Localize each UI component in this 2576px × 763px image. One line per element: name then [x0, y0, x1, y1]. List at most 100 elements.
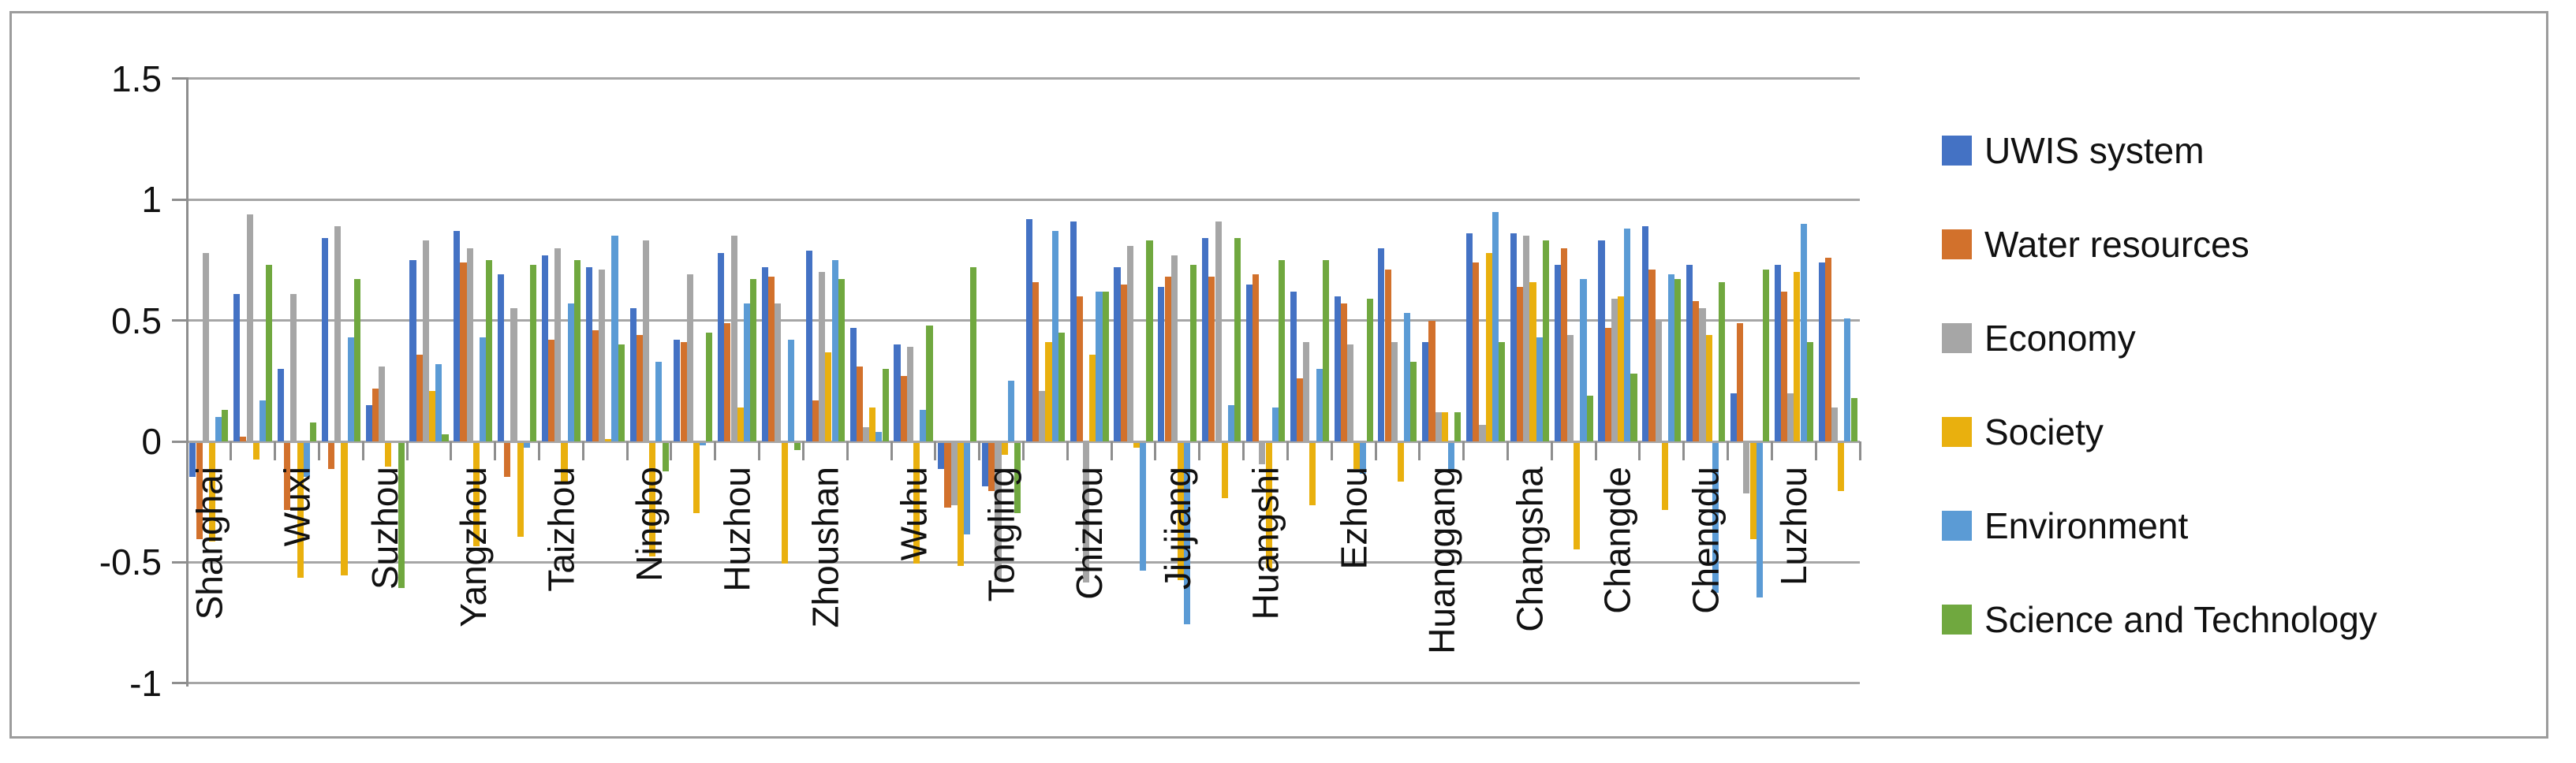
bar-uwis-system [1686, 265, 1693, 441]
bar-environment [1184, 442, 1191, 624]
bar-economy [510, 308, 517, 441]
bar-science-and-technology [1542, 240, 1549, 441]
bar-economy [686, 274, 693, 441]
bar-economy [1699, 308, 1706, 441]
bar-society [605, 438, 612, 441]
bar-water-resources [1517, 286, 1524, 441]
bar-science-and-technology [970, 267, 977, 441]
bar-society [1177, 442, 1185, 581]
bar-society [1133, 442, 1141, 448]
bar-uwis-system [718, 252, 725, 441]
bar-science-and-technology [1762, 270, 1770, 441]
bar-economy [422, 240, 429, 441]
bar-water-resources [680, 342, 687, 441]
x-axis-tick [1814, 441, 1817, 460]
bar-economy [995, 442, 1002, 581]
bar-environment [1756, 442, 1763, 597]
bar-uwis-system [1158, 286, 1165, 441]
x-axis-label-text: Chizhou [1069, 467, 1111, 600]
bar-water-resources [1164, 277, 1171, 441]
bar-uwis-system [1554, 265, 1561, 441]
legend-swatch [1942, 416, 1972, 447]
bar-society [1574, 442, 1581, 549]
x-axis-tick [1022, 441, 1025, 460]
bar-science-and-technology [309, 422, 317, 441]
bar-economy [1083, 442, 1090, 583]
bar-economy [1479, 424, 1486, 441]
y-axis-line [185, 76, 189, 687]
bar-environment [1051, 231, 1058, 441]
bar-water-resources [196, 442, 203, 540]
bar-society [208, 442, 216, 542]
bar-science-and-technology [1146, 240, 1153, 441]
x-axis-tick [361, 441, 364, 460]
x-axis-tick [1198, 441, 1201, 460]
legend-label: Science and Technology [1984, 598, 2377, 640]
x-axis-tick [274, 441, 277, 460]
gridline-y--1 [187, 682, 1860, 685]
x-axis-tick [934, 441, 937, 460]
bar-uwis-system [1202, 238, 1209, 441]
bar-uwis-system [498, 274, 505, 441]
x-axis-label-text: Suzhou [364, 467, 406, 590]
y-axis-label: 1.5 [111, 58, 162, 99]
bar-uwis-system [233, 293, 241, 441]
bar-environment [303, 442, 310, 477]
y-axis-label: 0 [141, 421, 162, 462]
bar-water-resources [504, 442, 511, 477]
x-axis-label-text: Ezhou [1333, 467, 1375, 570]
bar-economy [906, 347, 913, 441]
bar-water-resources [1693, 301, 1700, 441]
legend-label: Economy [1984, 317, 2136, 359]
legend-item-science-and-technology: Science and Technology [1942, 572, 2377, 666]
x-axis-label-text: Changsha [1509, 467, 1551, 632]
bar-uwis-system [1818, 262, 1825, 441]
bar-society [869, 408, 876, 441]
bar-uwis-system [1774, 265, 1781, 441]
bar-science-and-technology [1190, 265, 1197, 441]
bar-economy [202, 252, 209, 441]
bar-science-and-technology [618, 344, 625, 441]
bar-economy [1215, 221, 1222, 441]
bar-science-and-technology [1454, 412, 1462, 441]
x-axis-tick [1858, 441, 1861, 460]
bar-water-resources [1560, 248, 1567, 441]
bar-environment [964, 442, 971, 535]
x-axis-tick [1066, 441, 1069, 460]
bar-uwis-system [674, 340, 681, 441]
x-axis-label-text: Tongling [980, 467, 1022, 602]
bar-uwis-system [1245, 284, 1253, 441]
bar-society [341, 442, 348, 576]
bar-uwis-system [454, 231, 461, 441]
bar-water-resources [856, 366, 863, 441]
bar-uwis-system [1642, 225, 1649, 441]
bar-science-and-technology [926, 325, 933, 441]
bar-water-resources [1737, 322, 1744, 441]
bar-environment [1404, 313, 1411, 441]
y-axis-tick [172, 198, 187, 201]
bar-environment [435, 363, 442, 441]
x-axis-label-text: Ningbo [629, 467, 670, 582]
bar-environment [1140, 442, 1147, 571]
bar-environment [1227, 405, 1235, 441]
bar-uwis-system [1114, 267, 1121, 441]
y-axis-label: -1 [129, 662, 162, 704]
bar-society [1309, 442, 1316, 506]
bar-society [781, 442, 788, 564]
x-axis-label-text: Huzhou [716, 467, 758, 592]
bar-society [561, 442, 568, 484]
bar-science-and-technology [1366, 299, 1373, 441]
bar-uwis-system [805, 250, 812, 441]
bar-science-and-technology [442, 434, 449, 441]
bar-science-and-technology [1806, 342, 1813, 441]
bar-society [957, 442, 964, 566]
bar-economy [775, 303, 782, 441]
bar-uwis-system [365, 405, 372, 441]
bar-economy [1655, 320, 1662, 441]
bar-society [649, 442, 656, 556]
y-axis-label: -0.5 [99, 542, 162, 583]
bar-economy [1435, 412, 1442, 441]
bar-science-and-technology [1674, 279, 1682, 441]
bar-water-resources [988, 442, 995, 491]
bar-society [1265, 442, 1272, 568]
